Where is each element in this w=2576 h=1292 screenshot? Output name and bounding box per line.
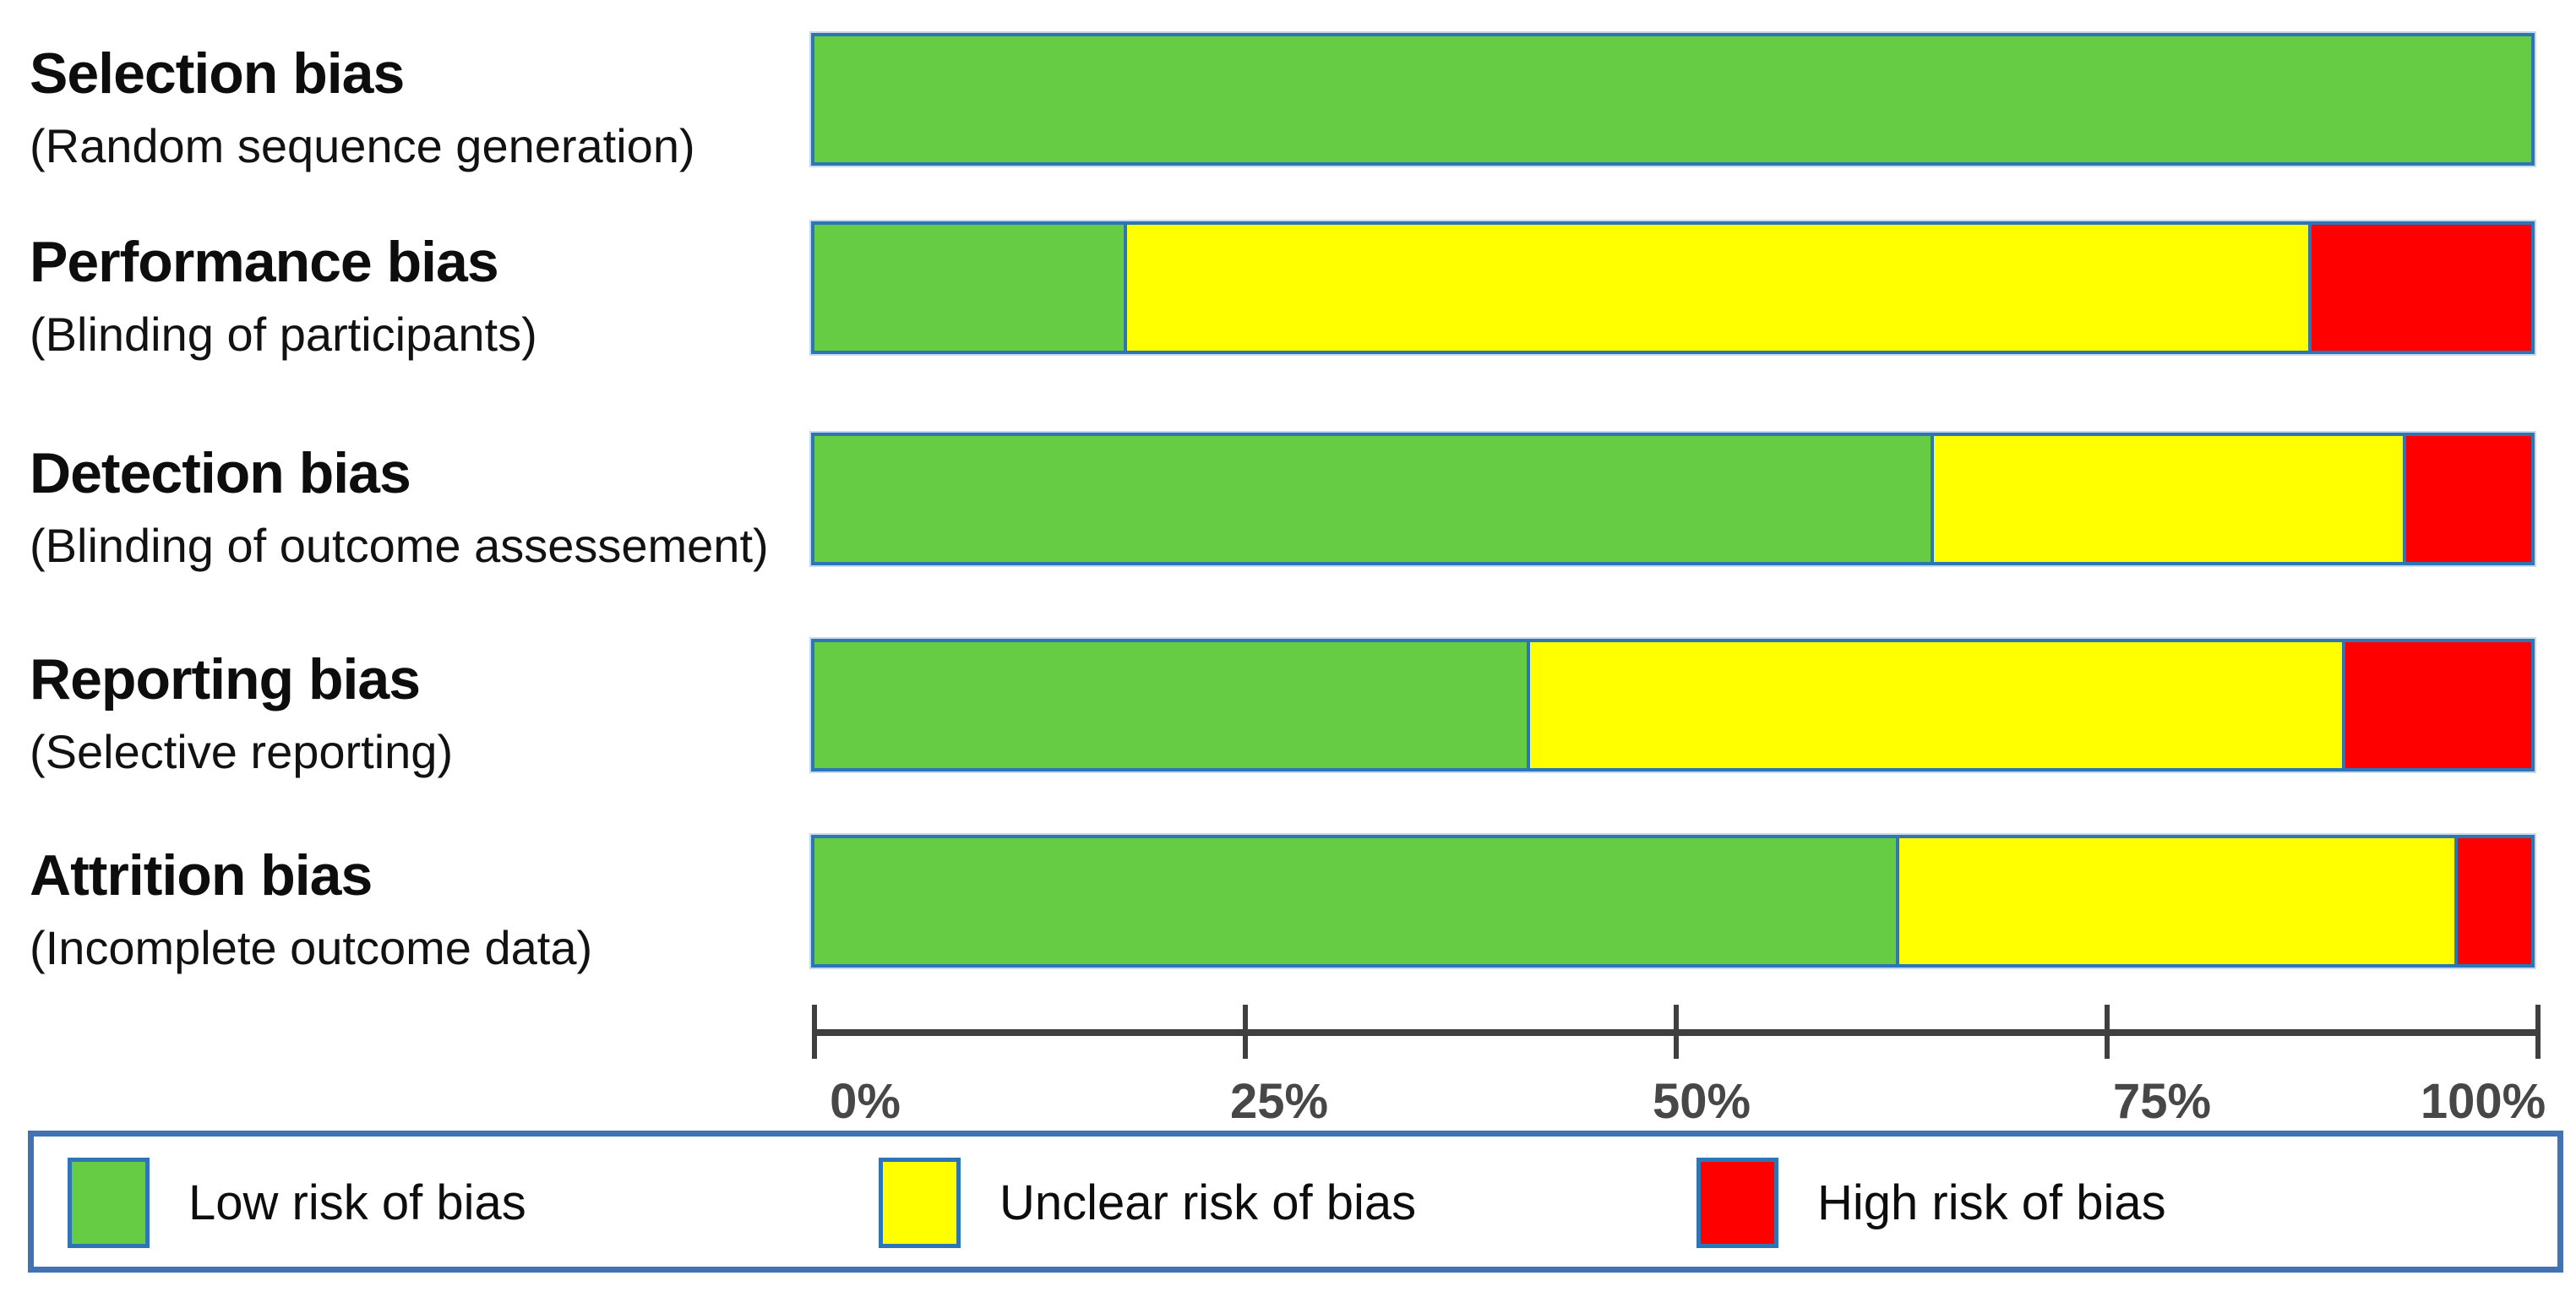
category-subtitle: (Blinding of outcome assessement): [30, 519, 769, 572]
x-axis-tick: [2105, 1005, 2110, 1059]
chart-row-4: Reporting bias (Selective reporting): [0, 639, 2576, 778]
legend-label-unclear-risk: Unclear risk of bias: [999, 1175, 1417, 1230]
stacked-bar: [811, 835, 2535, 968]
category-title: Reporting bias: [30, 647, 421, 711]
bar-segment-unclear-risk: [1123, 225, 2308, 351]
row-label: Performance bias (Blinding of participant…: [30, 228, 537, 362]
stacked-bar: [811, 639, 2535, 771]
x-axis-tick-label: 75%: [2112, 1074, 2212, 1129]
legend-swatch-low-risk: [68, 1158, 150, 1248]
bar-segment-high-risk: [2402, 436, 2531, 562]
x-axis-tick-label: 100%: [2420, 1074, 2546, 1129]
bar-segment-unclear-risk: [1896, 838, 2454, 964]
x-axis-tick-label: 0%: [830, 1074, 901, 1129]
legend-swatch-high-risk: [1696, 1158, 1778, 1248]
x-axis-tick: [2535, 1005, 2541, 1059]
row-label: Selection bias (Random sequence generatio…: [30, 40, 695, 173]
chart-row-1: Selection bias (Random sequence generatio…: [0, 33, 2576, 172]
bar-segment-unclear-risk: [1930, 436, 2403, 562]
category-title: Attrition bias: [30, 843, 373, 908]
legend: [28, 1131, 2563, 1273]
bar-segment-high-risk: [2342, 642, 2531, 768]
chart-row-3: Detection bias (Blinding of outcome asses…: [0, 433, 2576, 572]
category-title: Detection bias: [30, 441, 411, 505]
category-subtitle: (Blinding of participants): [30, 308, 537, 361]
x-axis-tick: [812, 1005, 817, 1059]
chart-row-5: Attrition bias (Incomplete outcome data): [0, 835, 2576, 974]
row-label: Reporting bias (Selective reporting): [30, 646, 453, 779]
category-title: Selection bias: [30, 41, 405, 106]
row-label: Detection bias (Blinding of outcome asses…: [30, 439, 769, 573]
category-subtitle: (Random sequence generation): [30, 119, 695, 172]
row-label: Attrition bias (Incomplete outcome data): [30, 842, 592, 975]
legend-swatch-unclear-risk: [879, 1158, 961, 1248]
category-subtitle: (Selective reporting): [30, 725, 454, 778]
bar-segment-high-risk: [2453, 838, 2531, 964]
bar-segment-low-risk: [814, 36, 2531, 162]
chart-row-2: Performance bias (Blinding of participant…: [0, 221, 2576, 361]
legend-label-low-risk: Low risk of bias: [188, 1175, 526, 1230]
bar-segment-unclear-risk: [1527, 642, 2343, 768]
x-axis-tick: [1243, 1005, 1248, 1059]
category-subtitle: (Incomplete outcome data): [30, 921, 593, 974]
legend-label-high-risk: High risk of bias: [1817, 1175, 2166, 1230]
category-title: Performance bias: [30, 230, 499, 294]
bar-segment-low-risk: [814, 838, 1897, 964]
stacked-bar: [811, 433, 2535, 565]
bar-segment-low-risk: [814, 225, 1124, 351]
x-axis-tick-label: 25%: [1229, 1074, 1329, 1129]
bar-segment-low-risk: [814, 642, 1528, 768]
stacked-bar: [811, 33, 2535, 166]
bar-segment-low-risk: [814, 436, 1931, 562]
x-axis-tick-label: 50%: [1652, 1074, 1751, 1129]
bar-segment-high-risk: [2307, 225, 2531, 351]
stacked-bar: [811, 221, 2535, 354]
x-axis-tick: [1674, 1005, 1679, 1059]
